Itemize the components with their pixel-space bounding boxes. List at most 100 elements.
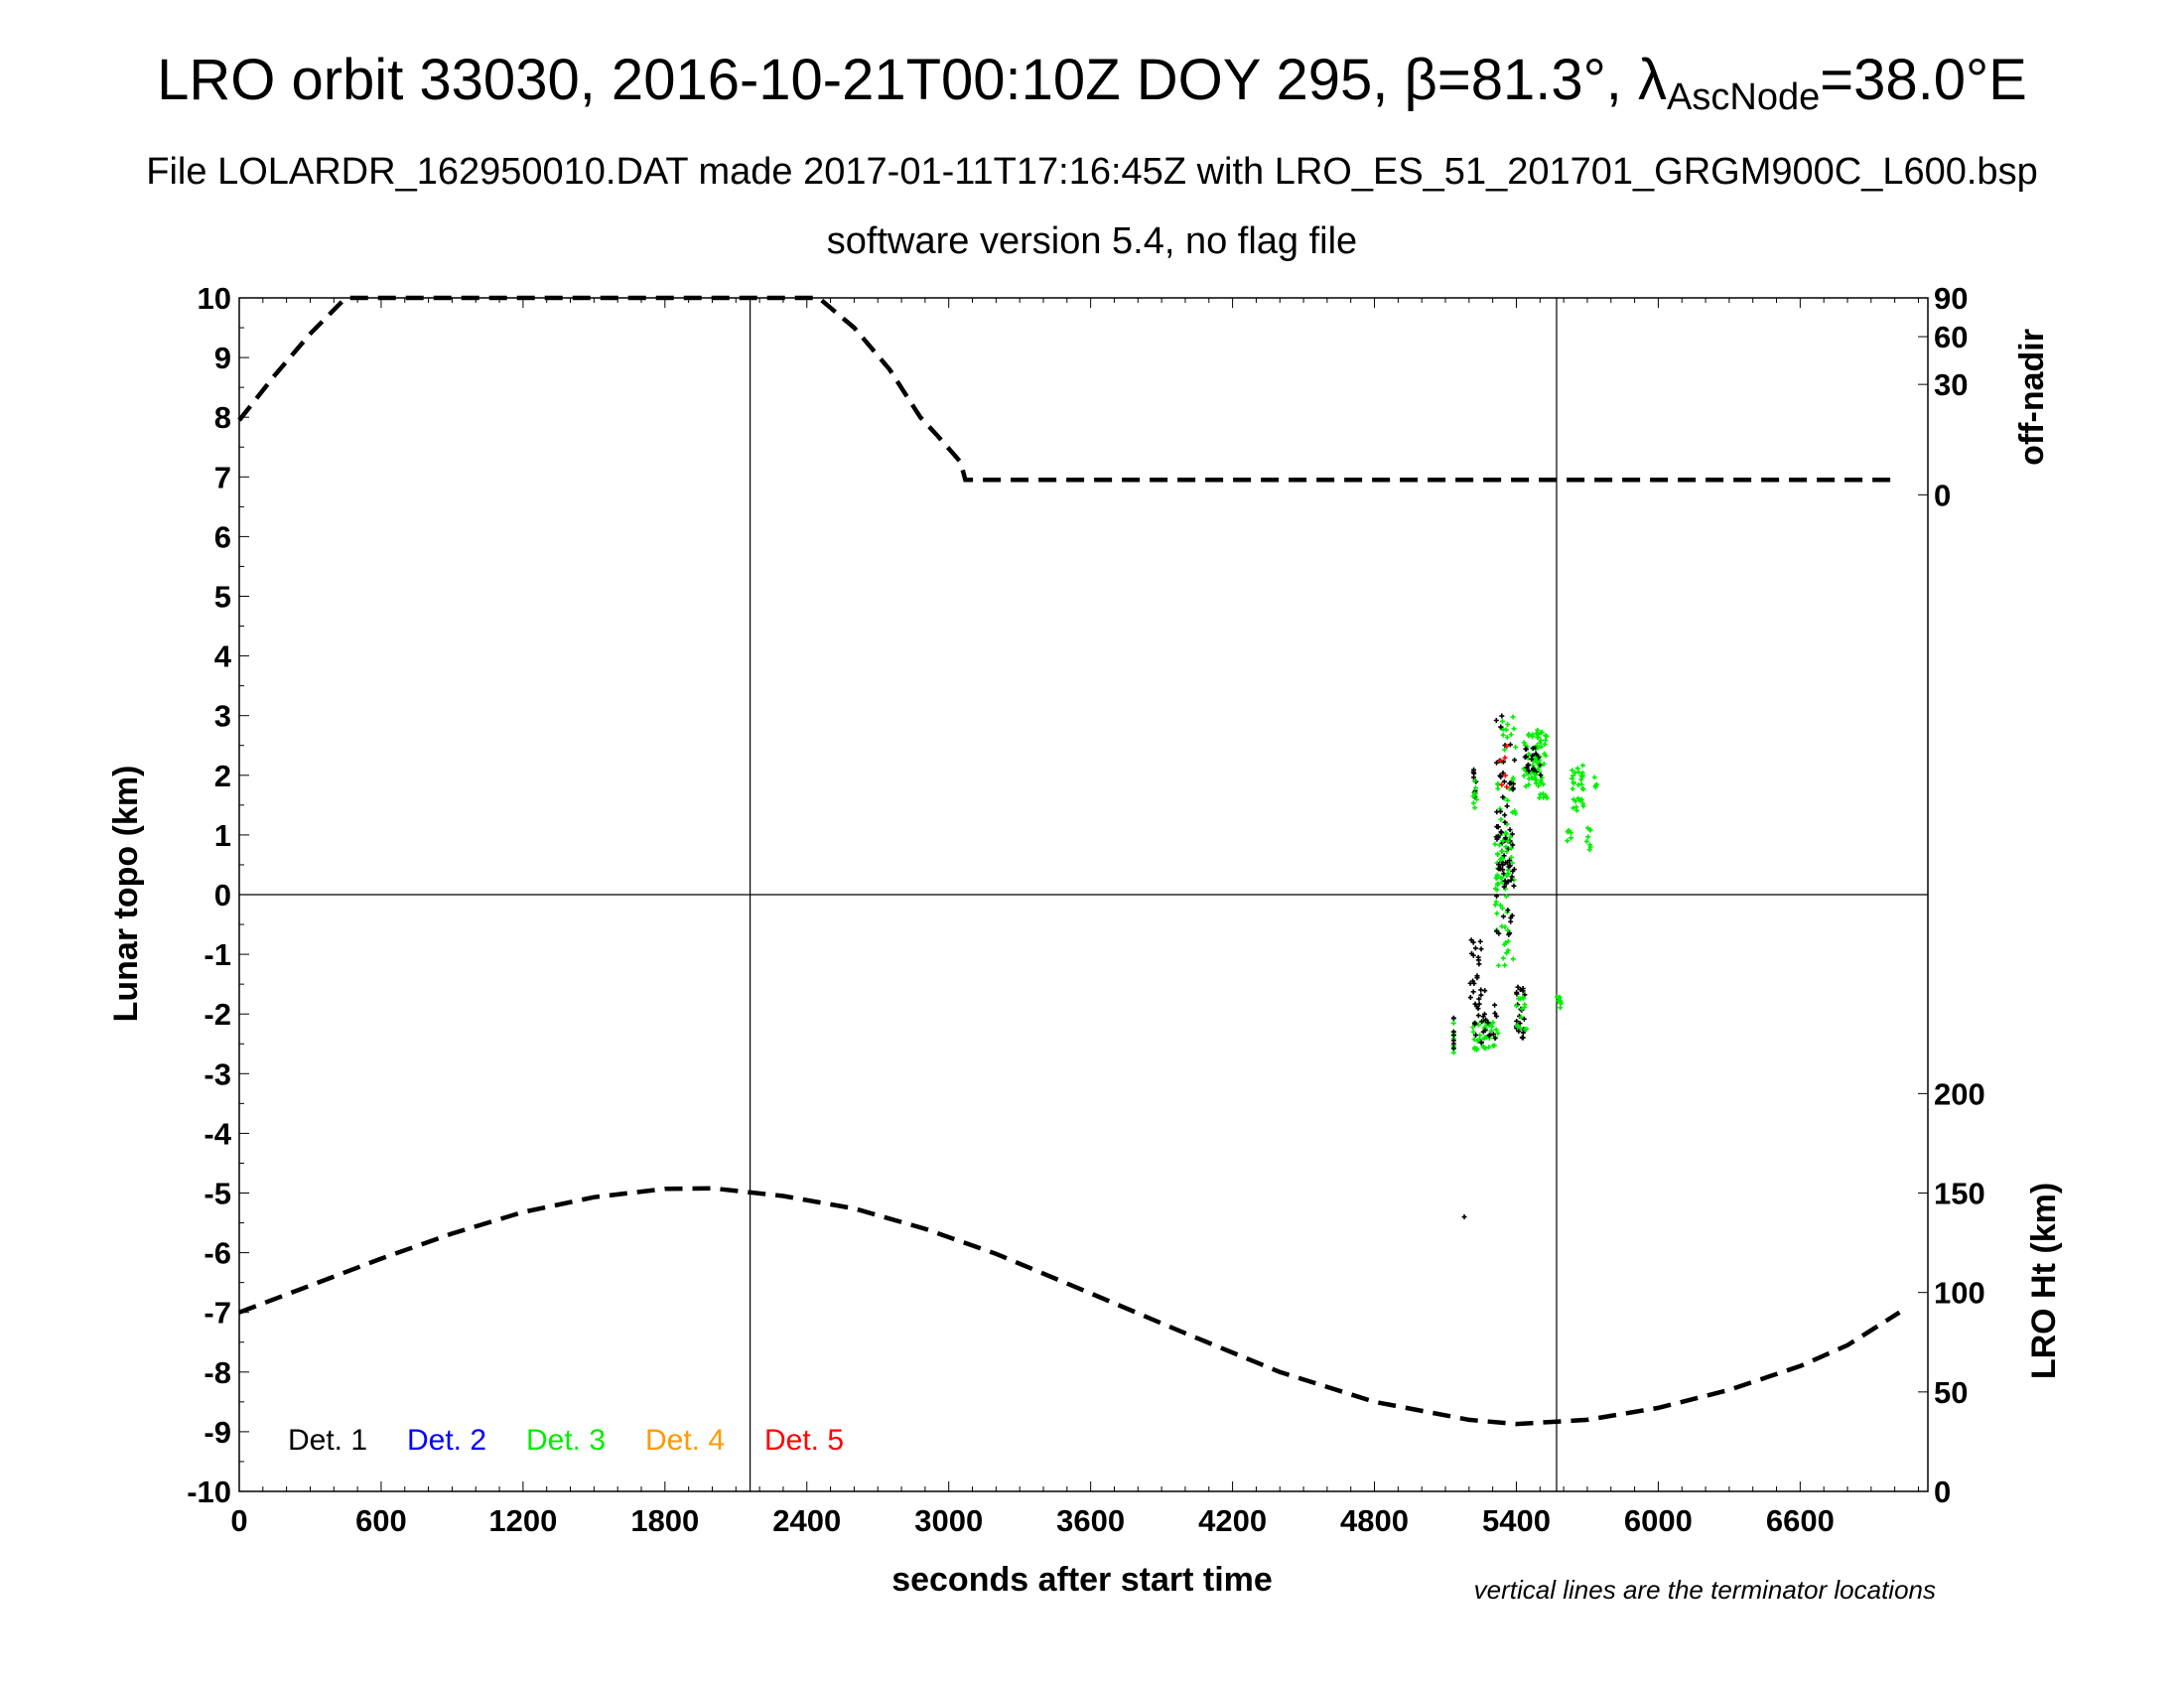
detection-point [1499, 862, 1505, 868]
y-tick-label: 10 [198, 281, 231, 316]
detection-point [1511, 726, 1517, 732]
y-tick-label: 7 [214, 460, 231, 494]
detection-point [1576, 796, 1582, 802]
detection-point [1558, 998, 1564, 1004]
detection-point [1592, 784, 1598, 790]
detection-point [1490, 1043, 1496, 1049]
detection-point [1513, 810, 1519, 816]
detection-point [1507, 827, 1513, 833]
x-tick-label: 2400 [772, 1503, 841, 1538]
detection-point [1511, 883, 1517, 889]
detection-point [1508, 877, 1514, 883]
detection-point [1503, 860, 1509, 866]
detection-point [1516, 996, 1522, 1002]
detection-point [1494, 836, 1500, 842]
detection-point [1555, 994, 1561, 1000]
detection-point [1585, 825, 1590, 831]
y-tick-label: -3 [204, 1056, 231, 1091]
detection-point [1474, 1038, 1480, 1044]
detection-point [1471, 1037, 1477, 1043]
detection-point [1543, 733, 1549, 739]
detection-point [1498, 774, 1504, 779]
detection-point [1535, 766, 1541, 772]
detection-point [1502, 755, 1508, 761]
detection-point [1500, 771, 1506, 776]
detection-point [1480, 1029, 1486, 1035]
detection-point [1517, 1025, 1523, 1031]
detection-point [1583, 838, 1589, 844]
detection-point [1521, 740, 1527, 746]
detection-point [1485, 1020, 1491, 1026]
legend-item: Det. 2 [407, 1424, 486, 1457]
detection-point [1504, 734, 1510, 740]
detection-point [1538, 730, 1544, 736]
detection-point [1522, 754, 1528, 760]
y-tick-label: -6 [204, 1236, 231, 1271]
detection-point [1502, 962, 1508, 968]
detection-point [1507, 930, 1513, 936]
detection-point [1495, 785, 1501, 791]
detection-point [1499, 781, 1505, 787]
detection-point [1501, 853, 1507, 859]
detection-point [1490, 1032, 1496, 1038]
detection-point [1501, 884, 1507, 890]
detection-point [1505, 938, 1511, 944]
detection-point [1522, 1027, 1528, 1033]
detection-point [1493, 899, 1499, 905]
detection-point [1500, 838, 1506, 844]
x-tick-label: 5400 [1482, 1503, 1551, 1538]
detection-point [1542, 741, 1548, 747]
lro-ht-tick-label: 150 [1934, 1177, 1985, 1211]
detection-point [1472, 1045, 1478, 1051]
detection-point [1526, 775, 1532, 781]
x-tick-label: 0 [230, 1503, 247, 1538]
detection-point [1450, 1015, 1456, 1021]
title-beta: β=81.3°, [1404, 48, 1638, 112]
detection-point [1478, 1040, 1484, 1046]
y-tick-label: 0 [214, 878, 231, 913]
detection-point [1533, 772, 1539, 777]
detection-point [1542, 751, 1548, 757]
detection-point [1492, 1002, 1498, 1008]
detection-point [1475, 1006, 1481, 1012]
detection-point [1493, 717, 1499, 723]
detection-point [1499, 848, 1505, 854]
detection-point [1558, 1005, 1564, 1011]
detection-point [1528, 771, 1534, 776]
detection-point [1497, 758, 1503, 764]
y-tick-label: -2 [204, 997, 231, 1032]
detection-point [1524, 747, 1529, 753]
detection-point [1570, 775, 1575, 781]
legend-item: Det. 1 [288, 1424, 367, 1457]
detection-point [1509, 874, 1515, 880]
detection-point [1500, 914, 1506, 919]
detection-point [1470, 989, 1476, 995]
title-lambda-sub: AscNode [1667, 76, 1820, 118]
detection-point [1520, 988, 1526, 994]
detection-point [1450, 1046, 1456, 1052]
detection-point [1496, 842, 1502, 848]
detection-point [1504, 894, 1510, 900]
y-tick-label: -9 [204, 1415, 231, 1450]
lro-ht-tick-label: 50 [1934, 1375, 1968, 1410]
detection-point [1570, 796, 1576, 802]
detection-point [1490, 1020, 1496, 1026]
detection-point [1502, 812, 1508, 818]
detection-point [1507, 780, 1513, 786]
detection-point [1521, 1016, 1527, 1022]
detection-point [1482, 988, 1488, 994]
detection-point [1526, 768, 1532, 774]
detection-point [1509, 860, 1515, 866]
legend-item: Det. 4 [645, 1424, 725, 1457]
detection-point [1467, 980, 1473, 986]
chart-subtitle-file: File LOLARDR_162950010.DAT made 2017-01-… [146, 151, 2037, 193]
detection-point [1530, 753, 1536, 759]
detection-point [1494, 760, 1500, 766]
detection-point [1507, 834, 1513, 840]
x-tick-label: 600 [355, 1503, 407, 1538]
x-tick-label: 3600 [1056, 1503, 1125, 1538]
detection-point [1578, 781, 1584, 787]
y-axis-label-left: Lunar topo (km) [107, 766, 145, 1023]
detection-point [1538, 773, 1544, 778]
detection-point [1508, 732, 1514, 738]
